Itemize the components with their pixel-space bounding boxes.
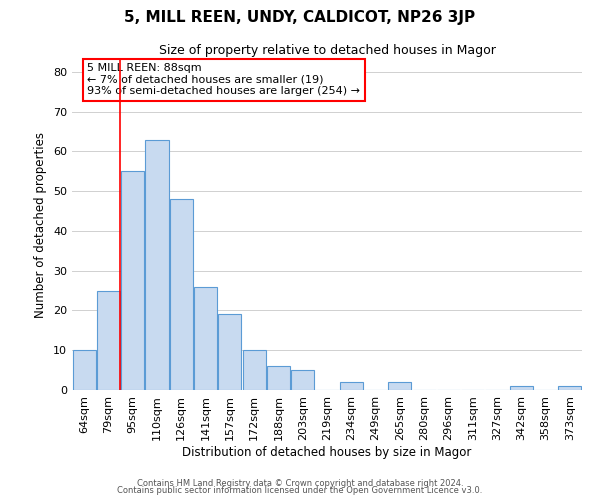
Text: Contains HM Land Registry data © Crown copyright and database right 2024.: Contains HM Land Registry data © Crown c… — [137, 478, 463, 488]
Bar — [510, 386, 533, 390]
Title: Size of property relative to detached houses in Magor: Size of property relative to detached ho… — [158, 44, 496, 58]
Bar — [121, 172, 144, 390]
Text: 5 MILL REEN: 88sqm
← 7% of detached houses are smaller (19)
93% of semi-detached: 5 MILL REEN: 88sqm ← 7% of detached hous… — [88, 64, 360, 96]
Bar — [170, 199, 193, 390]
Bar — [194, 286, 217, 390]
Bar — [340, 382, 363, 390]
X-axis label: Distribution of detached houses by size in Magor: Distribution of detached houses by size … — [182, 446, 472, 458]
Bar — [559, 386, 581, 390]
Bar — [145, 140, 169, 390]
Bar — [388, 382, 412, 390]
Bar — [218, 314, 241, 390]
Text: 5, MILL REEN, UNDY, CALDICOT, NP26 3JP: 5, MILL REEN, UNDY, CALDICOT, NP26 3JP — [124, 10, 476, 25]
Text: Contains public sector information licensed under the Open Government Licence v3: Contains public sector information licen… — [118, 486, 482, 495]
Bar — [73, 350, 95, 390]
Bar — [242, 350, 266, 390]
Bar — [97, 290, 120, 390]
Y-axis label: Number of detached properties: Number of detached properties — [34, 132, 47, 318]
Bar — [267, 366, 290, 390]
Bar — [291, 370, 314, 390]
